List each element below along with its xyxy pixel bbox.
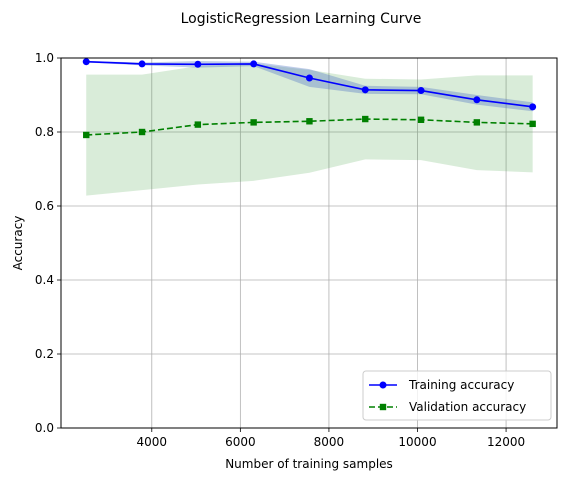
x-tick-label: 6000 [225, 435, 256, 449]
confidence-band-validation [86, 63, 533, 196]
legend-label-validation: Validation accuracy [409, 400, 526, 414]
validation-point [194, 121, 202, 128]
chart-title: LogisticRegression Learning Curve [181, 11, 422, 27]
y-tick-label: 0.4 [35, 273, 54, 287]
series-markers [82, 58, 537, 139]
x-axis-label: Number of training samples [225, 457, 393, 471]
legend-marker-training [379, 381, 387, 389]
plot-frame [60, 57, 558, 429]
x-tick-label: 4000 [137, 435, 168, 449]
confidence-band-training [86, 60, 533, 112]
axis-ticks: 4000 6000 8000 10000 12000 0.0 0.2 0.4 0.6 0.8 1.0 [35, 51, 525, 449]
x-tick-label: 10000 [398, 435, 436, 449]
training-point [138, 60, 146, 68]
training-point [305, 74, 313, 82]
training-point [250, 60, 258, 68]
training-point [417, 87, 425, 95]
validation-point [138, 128, 146, 136]
y-tick-label: 1.0 [35, 51, 54, 65]
training-point [361, 86, 369, 94]
confidence-bands [86, 60, 533, 196]
validation-point [250, 119, 257, 126]
legend-marker-validation [379, 403, 387, 411]
training-point [473, 96, 481, 104]
legend-box [362, 370, 552, 421]
legend-label-training: Training accuracy [408, 378, 514, 392]
validation-point [417, 116, 425, 123]
training-point [194, 60, 202, 68]
validation-point [473, 119, 481, 126]
series-line-validation [86, 118, 533, 136]
y-axis-label: Accuracy [11, 216, 25, 271]
x-tick-label: 12000 [487, 435, 525, 449]
x-tick-label: 8000 [314, 435, 345, 449]
validation-point [306, 118, 313, 125]
y-tick-label: 0.0 [35, 421, 54, 435]
y-tick-label: 0.8 [35, 125, 54, 139]
y-tick-label: 0.6 [35, 199, 54, 213]
validation-point [529, 120, 536, 128]
validation-point [83, 131, 90, 139]
validation-point [362, 115, 369, 123]
legend: Training accuracy Validation accuracy [362, 370, 552, 421]
y-tick-label: 0.2 [35, 347, 54, 361]
training-point [529, 103, 537, 111]
training-point [82, 58, 90, 66]
